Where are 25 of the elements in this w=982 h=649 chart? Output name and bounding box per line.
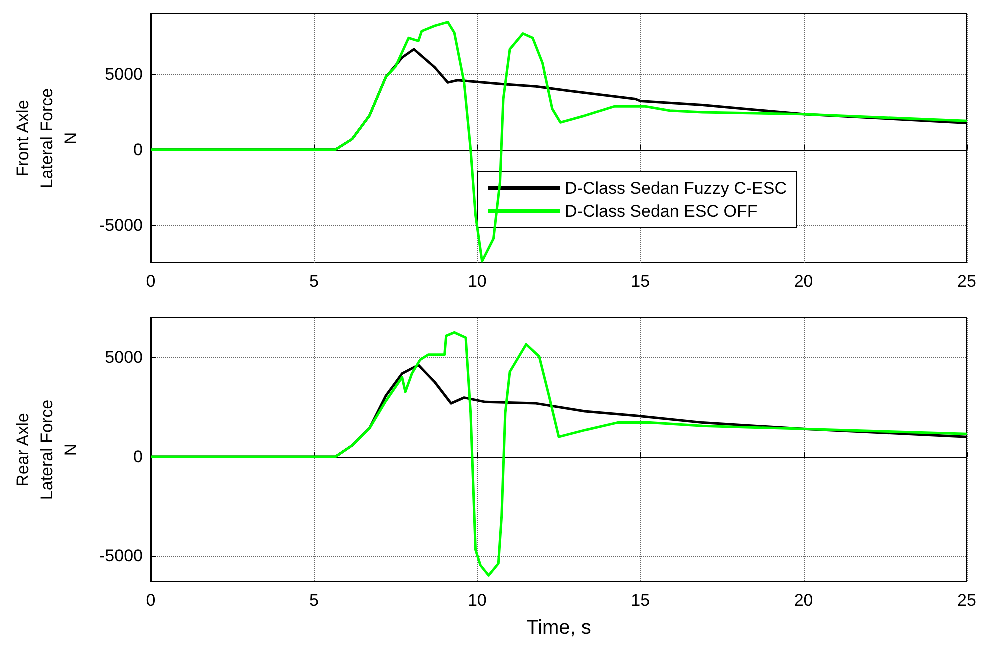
x-tick-label: 0 [146,591,156,610]
x-tick-label: 25 [958,272,976,291]
line-series [150,331,968,577]
legend-label: D-Class Sedan ESC OFF [565,202,758,221]
y-tick-label: -5000 [100,216,143,235]
y-tick-label: -5000 [100,546,143,566]
x-tick-label: 5 [309,591,319,610]
legend-label: D-Class Sedan Fuzzy C-ESC [565,179,788,198]
x-tick-label: 20 [794,591,814,610]
y-axis-title: Rear Axle Lateral Force N [14,400,80,500]
x-tick-label: 10 [468,272,487,291]
x-tick-label: 5 [309,272,319,291]
y-tick-label: 0 [134,140,143,160]
x-axis-title: Time, s [526,617,592,639]
y-axis-title: Front Axle Lateral Force N [14,88,80,189]
x-tick-label: 0 [146,272,156,291]
x-tick-label: 15 [631,272,650,291]
y-tick-label: 0 [134,447,143,466]
x-tick-label: 20 [794,272,814,291]
x-tick-label: 15 [631,591,650,610]
y-tick-label: 5000 [105,348,143,368]
x-tick-label: 10 [468,591,487,610]
y-tick-label: 5000 [105,64,143,84]
line-series [150,21,968,263]
x-tick-label: 25 [958,591,976,610]
